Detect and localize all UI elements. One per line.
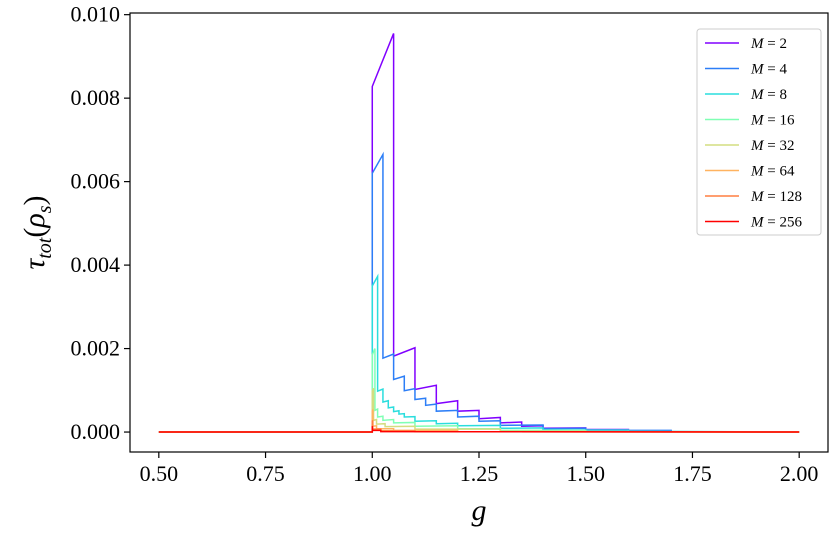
- legend-label-256: M = 256: [750, 215, 802, 231]
- legend-label-32: M = 32: [750, 138, 794, 154]
- legend-label-4: M = 4: [750, 62, 787, 78]
- ticks-layer: 0.50 0.75 1.00 1.25 1.50 1.75 2.00 0.000 0.002 0.…: [71, 2, 819, 486]
- y-tick-label: 0.002: [71, 336, 121, 361]
- y-axis-label: τtot(ρs): [18, 195, 56, 269]
- y-tick-label: 0.004: [71, 252, 121, 277]
- x-tick-label: 2.00: [780, 461, 819, 486]
- x-tick-label: 0.50: [140, 461, 179, 486]
- x-tick-label: 1.75: [673, 461, 712, 486]
- legend-label-128: M = 128: [750, 189, 802, 205]
- legend-label-64: M = 64: [750, 164, 795, 180]
- x-tick-label: 1.50: [566, 461, 605, 486]
- y-tick-label: 0.010: [71, 2, 121, 27]
- legend-box: [696, 28, 822, 236]
- x-tick-label: 1.25: [460, 461, 499, 486]
- y-tick-label: 0.006: [71, 169, 121, 194]
- x-tick-label: 1.00: [353, 461, 392, 486]
- x-tick-label: 0.75: [246, 461, 285, 486]
- series-line-64: [158, 409, 800, 433]
- legend-label-8: M = 8: [750, 87, 787, 103]
- x-axis-label: g: [472, 494, 487, 527]
- y-tick-label: 0.000: [71, 419, 121, 444]
- legend-label-16: M = 16: [750, 113, 795, 129]
- legend: M = 2 M = 4 M = 8 M = 16 M = 32 M = 64 M = 128…: [696, 28, 822, 236]
- y-tick-label: 0.008: [71, 85, 121, 110]
- legend-label-2: M = 2: [750, 36, 787, 52]
- series-layer: [158, 33, 800, 433]
- series-line-32: [158, 387, 800, 433]
- series-line-4: [158, 151, 800, 433]
- series-line-256: [158, 425, 800, 433]
- series-line-8: [158, 273, 800, 433]
